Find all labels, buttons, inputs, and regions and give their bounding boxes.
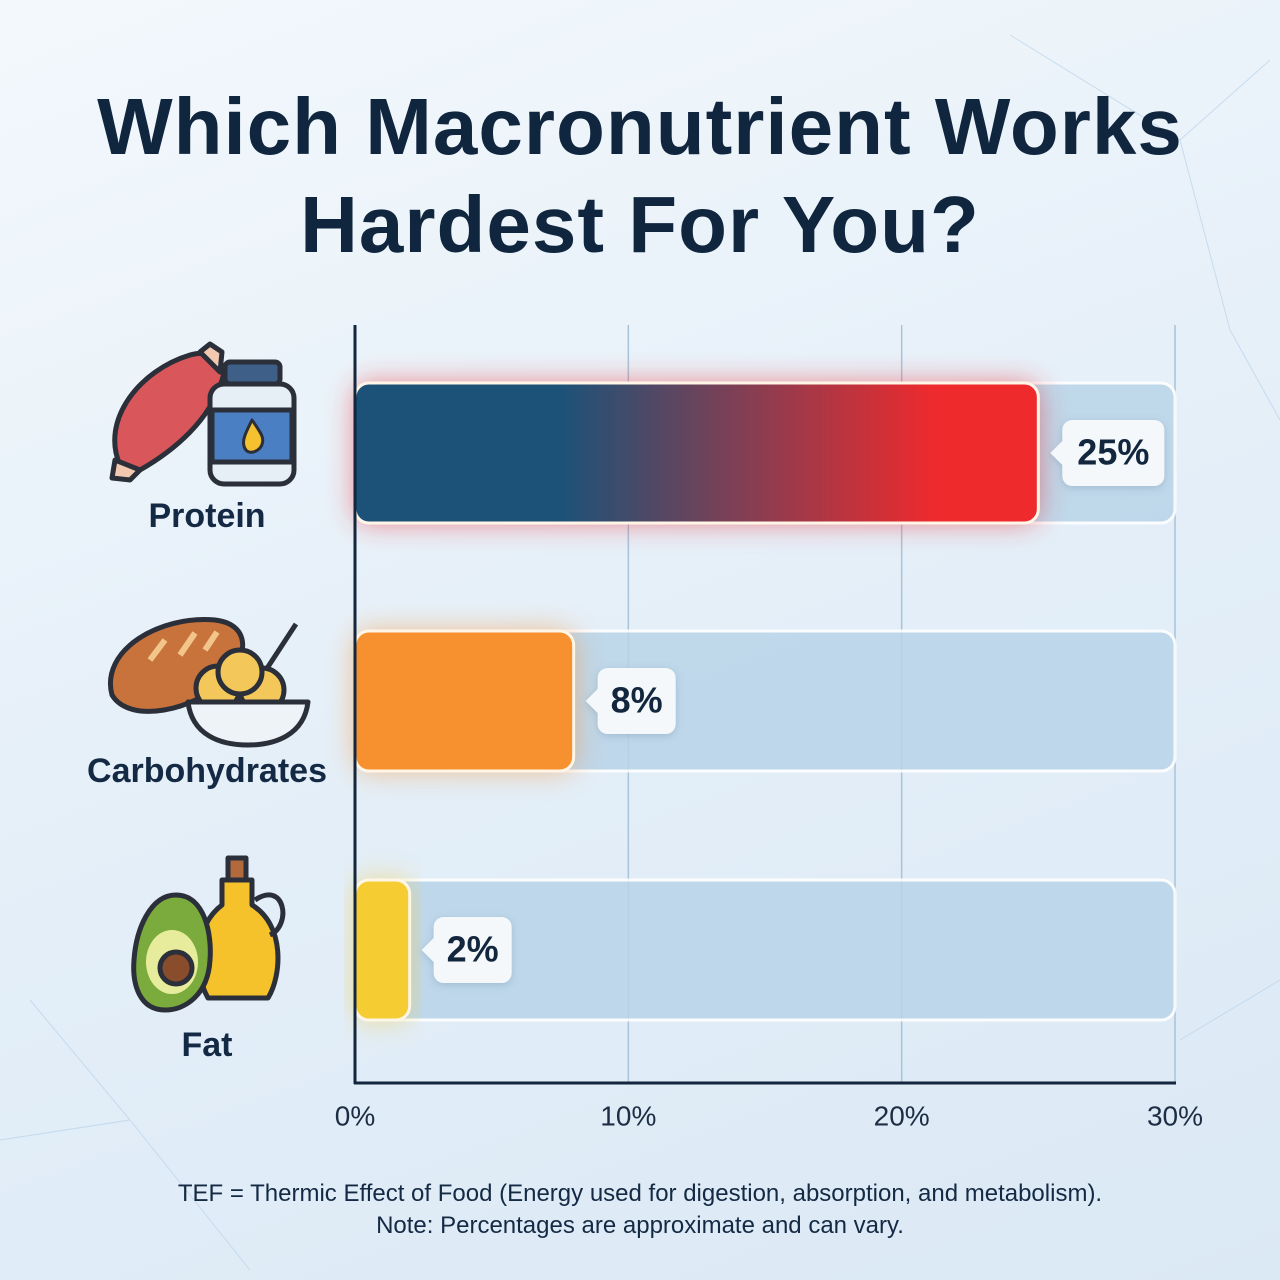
category-label: Protein bbox=[148, 497, 265, 535]
fat-icon bbox=[131, 855, 286, 1013]
chart-title: Which Macronutrient Works Hardest For Yo… bbox=[97, 82, 1183, 269]
carbohydrates-icon bbox=[108, 617, 311, 748]
notes: TEF = Thermic Effect of Food (Energy use… bbox=[0, 1178, 1280, 1242]
x-tick-label: 10% bbox=[600, 1100, 656, 1131]
bars: 25% 8% 2% bbox=[353, 381, 1177, 1022]
bar bbox=[353, 629, 576, 773]
x-tick-label: 20% bbox=[874, 1100, 930, 1131]
category-label: Fat bbox=[182, 1026, 233, 1064]
bar bbox=[353, 878, 412, 1022]
x-tick-label: 0% bbox=[335, 1100, 375, 1131]
bar bbox=[353, 381, 1040, 525]
value-label: 25% bbox=[1077, 432, 1149, 473]
value-label-box bbox=[421, 917, 512, 983]
footnote: TEF = Thermic Effect of Food (Energy use… bbox=[177, 1180, 1103, 1207]
background-network bbox=[0, 34, 1280, 1271]
category-label: Carbohydrates bbox=[87, 752, 327, 790]
footnote: Note: Percentages are approximate and ca… bbox=[376, 1212, 904, 1239]
value-label: 8% bbox=[611, 680, 663, 721]
protein-icon bbox=[109, 341, 297, 487]
value-label: 2% bbox=[447, 929, 499, 970]
value-label-box bbox=[585, 668, 676, 734]
x-tick-label: 30% bbox=[1147, 1100, 1203, 1131]
value-label-box bbox=[1050, 420, 1165, 486]
